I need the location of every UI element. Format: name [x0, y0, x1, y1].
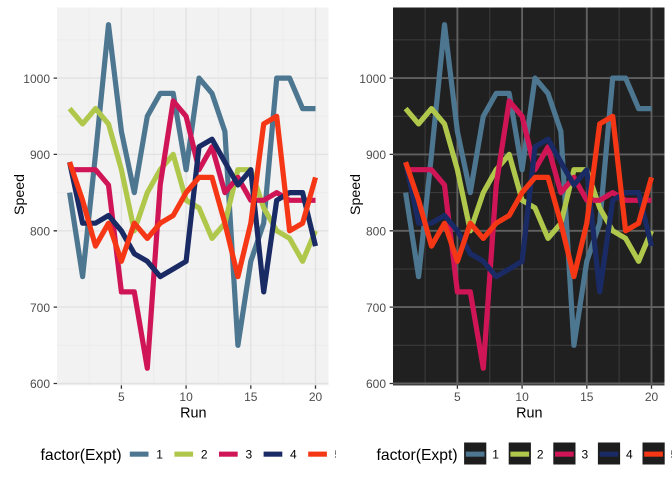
- svg-text:1000: 1000: [359, 72, 386, 86]
- svg-text:700: 700: [30, 301, 50, 315]
- svg-text:4: 4: [626, 448, 633, 462]
- svg-text:20: 20: [645, 390, 659, 404]
- svg-text:600: 600: [366, 377, 386, 391]
- svg-text:15: 15: [580, 390, 594, 404]
- svg-text:1: 1: [156, 448, 163, 462]
- svg-text:600: 600: [30, 377, 50, 391]
- svg-text:factor(Expt): factor(Expt): [41, 447, 122, 464]
- svg-text:10: 10: [515, 390, 529, 404]
- svg-text:700: 700: [366, 301, 386, 315]
- svg-text:Speed: Speed: [12, 174, 28, 215]
- svg-text:800: 800: [30, 225, 50, 239]
- svg-text:5: 5: [454, 390, 461, 404]
- svg-text:4: 4: [290, 448, 297, 462]
- svg-text:800: 800: [366, 225, 386, 239]
- svg-text:900: 900: [366, 148, 386, 162]
- svg-text:15: 15: [244, 390, 258, 404]
- svg-text:3: 3: [245, 448, 252, 462]
- svg-text:1: 1: [492, 448, 499, 462]
- svg-text:20: 20: [309, 390, 323, 404]
- svg-text:Run: Run: [516, 406, 542, 422]
- svg-text:5: 5: [671, 448, 672, 462]
- svg-text:2: 2: [201, 448, 208, 462]
- svg-text:Speed: Speed: [348, 174, 364, 215]
- svg-text:2: 2: [537, 448, 544, 462]
- svg-text:5: 5: [335, 448, 336, 462]
- svg-text:3: 3: [581, 448, 588, 462]
- svg-text:1000: 1000: [23, 72, 50, 86]
- svg-text:10: 10: [179, 390, 193, 404]
- svg-text:factor(Expt): factor(Expt): [377, 447, 458, 464]
- svg-text:900: 900: [30, 148, 50, 162]
- svg-text:Run: Run: [180, 406, 206, 422]
- svg-text:5: 5: [118, 390, 125, 404]
